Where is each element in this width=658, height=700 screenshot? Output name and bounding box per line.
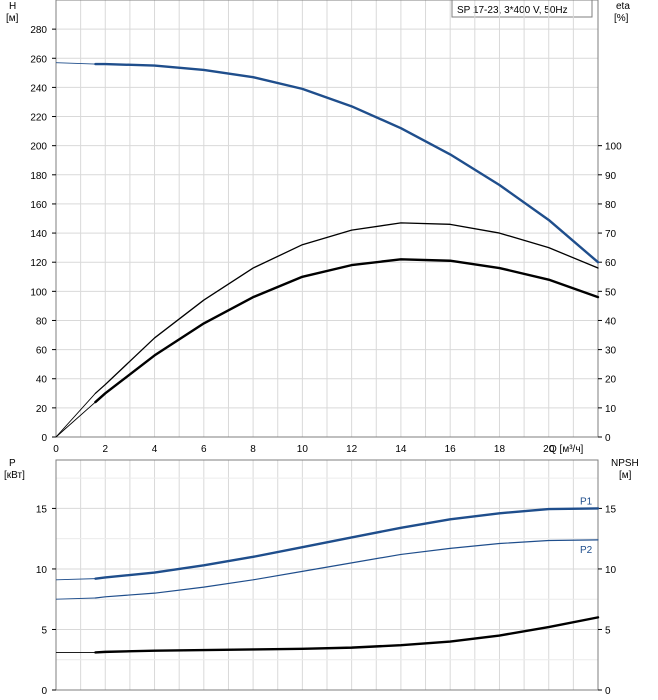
bottom-left-axis-unit: [кВт]: [4, 470, 25, 481]
top-left-tick-label: 280: [30, 25, 47, 36]
bottom-left-tick-label: 10: [36, 565, 48, 576]
x-axis-label: Q [м³/ч]: [549, 444, 584, 455]
top-left-tick-label: 120: [30, 258, 47, 269]
x-tick-label: 0: [53, 444, 59, 455]
top-right-tick-label: 20: [605, 375, 617, 386]
bottom-right-tick-label: 0: [605, 686, 611, 697]
top-left-axis-label: H: [9, 1, 16, 12]
top-left-tick-label: 60: [36, 346, 48, 357]
x-tick-label: 12: [346, 444, 358, 455]
top-right-tick-label: 70: [605, 229, 617, 240]
top-right-tick-label: 90: [605, 171, 617, 182]
top-series-3-line: [94, 258, 600, 404]
bottom-series-1-line: [94, 507, 600, 580]
bottom-left-axis-label: P: [9, 458, 16, 469]
top-left-tick-label: 260: [30, 54, 47, 65]
top-left-tick-label: 220: [30, 113, 47, 124]
top-left-tick-label: 20: [36, 404, 48, 415]
chart-title-box: [451, 0, 593, 18]
top-right-tick-label: 0: [605, 433, 611, 444]
top-right-axis-unit: [%]: [614, 13, 629, 24]
top-plot-frame: [55, 0, 599, 438]
top-left-tick-label: 240: [30, 83, 47, 94]
bottom-series-label-p1: P1: [580, 496, 593, 507]
x-tick-label: 6: [201, 444, 207, 455]
top-left-tick-label: 140: [30, 229, 47, 240]
bottom-series-1-extension: [55, 578, 96, 581]
bottom-right-axis-label: NPSH: [611, 458, 639, 469]
bottom-right-tick-label: 10: [605, 565, 617, 576]
top-right-tick-label: 10: [605, 404, 617, 415]
x-tick-label: 8: [250, 444, 256, 455]
x-tick-label: 2: [102, 444, 108, 455]
bottom-left-tick-label: 0: [41, 686, 47, 697]
x-tick-label: 18: [494, 444, 506, 455]
top-right-tick-label: 60: [605, 258, 617, 269]
top-right-tick-label: 50: [605, 287, 617, 298]
top-left-tick-label: 0: [41, 433, 47, 444]
top-series-1-extension: [55, 62, 96, 65]
top-right-axis-label: eta: [616, 1, 630, 12]
top-left-tick-label: 160: [30, 200, 47, 211]
top-series-3-extension: [55, 401, 96, 438]
bottom-right-tick-label: 5: [605, 625, 611, 636]
bottom-right-tick-label: 15: [605, 504, 617, 515]
top-right-tick-label: 80: [605, 200, 617, 211]
top-left-tick-label: 100: [30, 287, 47, 298]
bottom-series-label-p2: P2: [580, 545, 593, 556]
x-tick-label: 4: [152, 444, 158, 455]
top-left-tick-label: 180: [30, 171, 47, 182]
top-left-axis-unit: [м]: [6, 13, 19, 24]
x-tick-label: 16: [445, 444, 457, 455]
top-series-2-extension: [55, 392, 96, 438]
top-left-tick-label: 80: [36, 316, 48, 327]
top-left-tick-label: 200: [30, 142, 47, 153]
bottom-plot-frame: [55, 459, 599, 691]
top-right-tick-label: 100: [605, 142, 622, 153]
top-series-2-line: [94, 222, 599, 394]
top-right-tick-label: 40: [605, 316, 617, 327]
top-right-tick-label: 30: [605, 346, 617, 357]
bottom-right-axis-unit: [м]: [619, 470, 632, 481]
x-tick-label: 20: [543, 444, 555, 455]
top-series-1-line: [94, 62, 600, 264]
top-left-tick-label: 40: [36, 375, 48, 386]
chart-title: SP 17-23, 3*400 V, 50Hz: [457, 5, 568, 16]
bottom-series-3-line: [94, 616, 600, 654]
bottom-left-tick-label: 5: [41, 625, 47, 636]
bottom-series-2-extension: [55, 597, 96, 600]
bottom-left-tick-label: 15: [36, 504, 48, 515]
bottom-series-2-line: [94, 539, 599, 599]
x-tick-label: 10: [297, 444, 309, 455]
x-tick-label: 14: [395, 444, 407, 455]
